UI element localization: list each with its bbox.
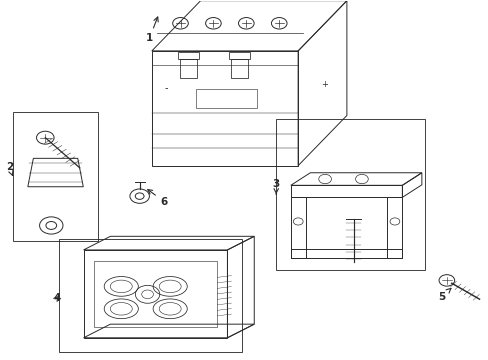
Text: +: + [321,80,328,89]
Bar [230,59,248,78]
Bar [276,119,424,270]
Bar [94,261,216,327]
Text: 4: 4 [53,293,61,303]
Text: -: - [164,83,168,93]
Text: 5: 5 [437,288,450,302]
Text: 3: 3 [272,179,279,194]
Bar [13,112,98,241]
Bar [177,52,199,59]
Bar [59,239,242,352]
Text: 6: 6 [147,190,167,207]
Bar [195,89,257,108]
Bar [228,52,250,59]
Text: 1: 1 [145,17,158,43]
Bar [179,59,197,78]
Text: 2: 2 [6,162,13,176]
